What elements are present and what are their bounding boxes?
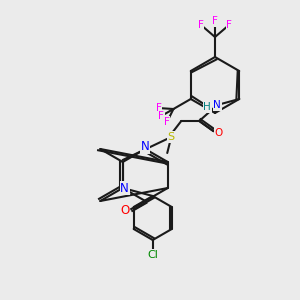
Text: F: F [226,20,232,30]
Text: N: N [120,182,129,194]
Text: F: F [212,16,218,26]
Text: O: O [214,128,222,138]
Text: H: H [203,102,211,112]
Text: S: S [168,132,175,142]
Text: F: F [156,103,162,113]
Text: N: N [141,140,150,154]
Text: O: O [121,205,130,218]
Text: F: F [164,117,170,127]
Text: Cl: Cl [147,250,158,260]
Text: F: F [158,111,164,121]
Text: F: F [198,20,204,30]
Text: N: N [213,100,221,110]
